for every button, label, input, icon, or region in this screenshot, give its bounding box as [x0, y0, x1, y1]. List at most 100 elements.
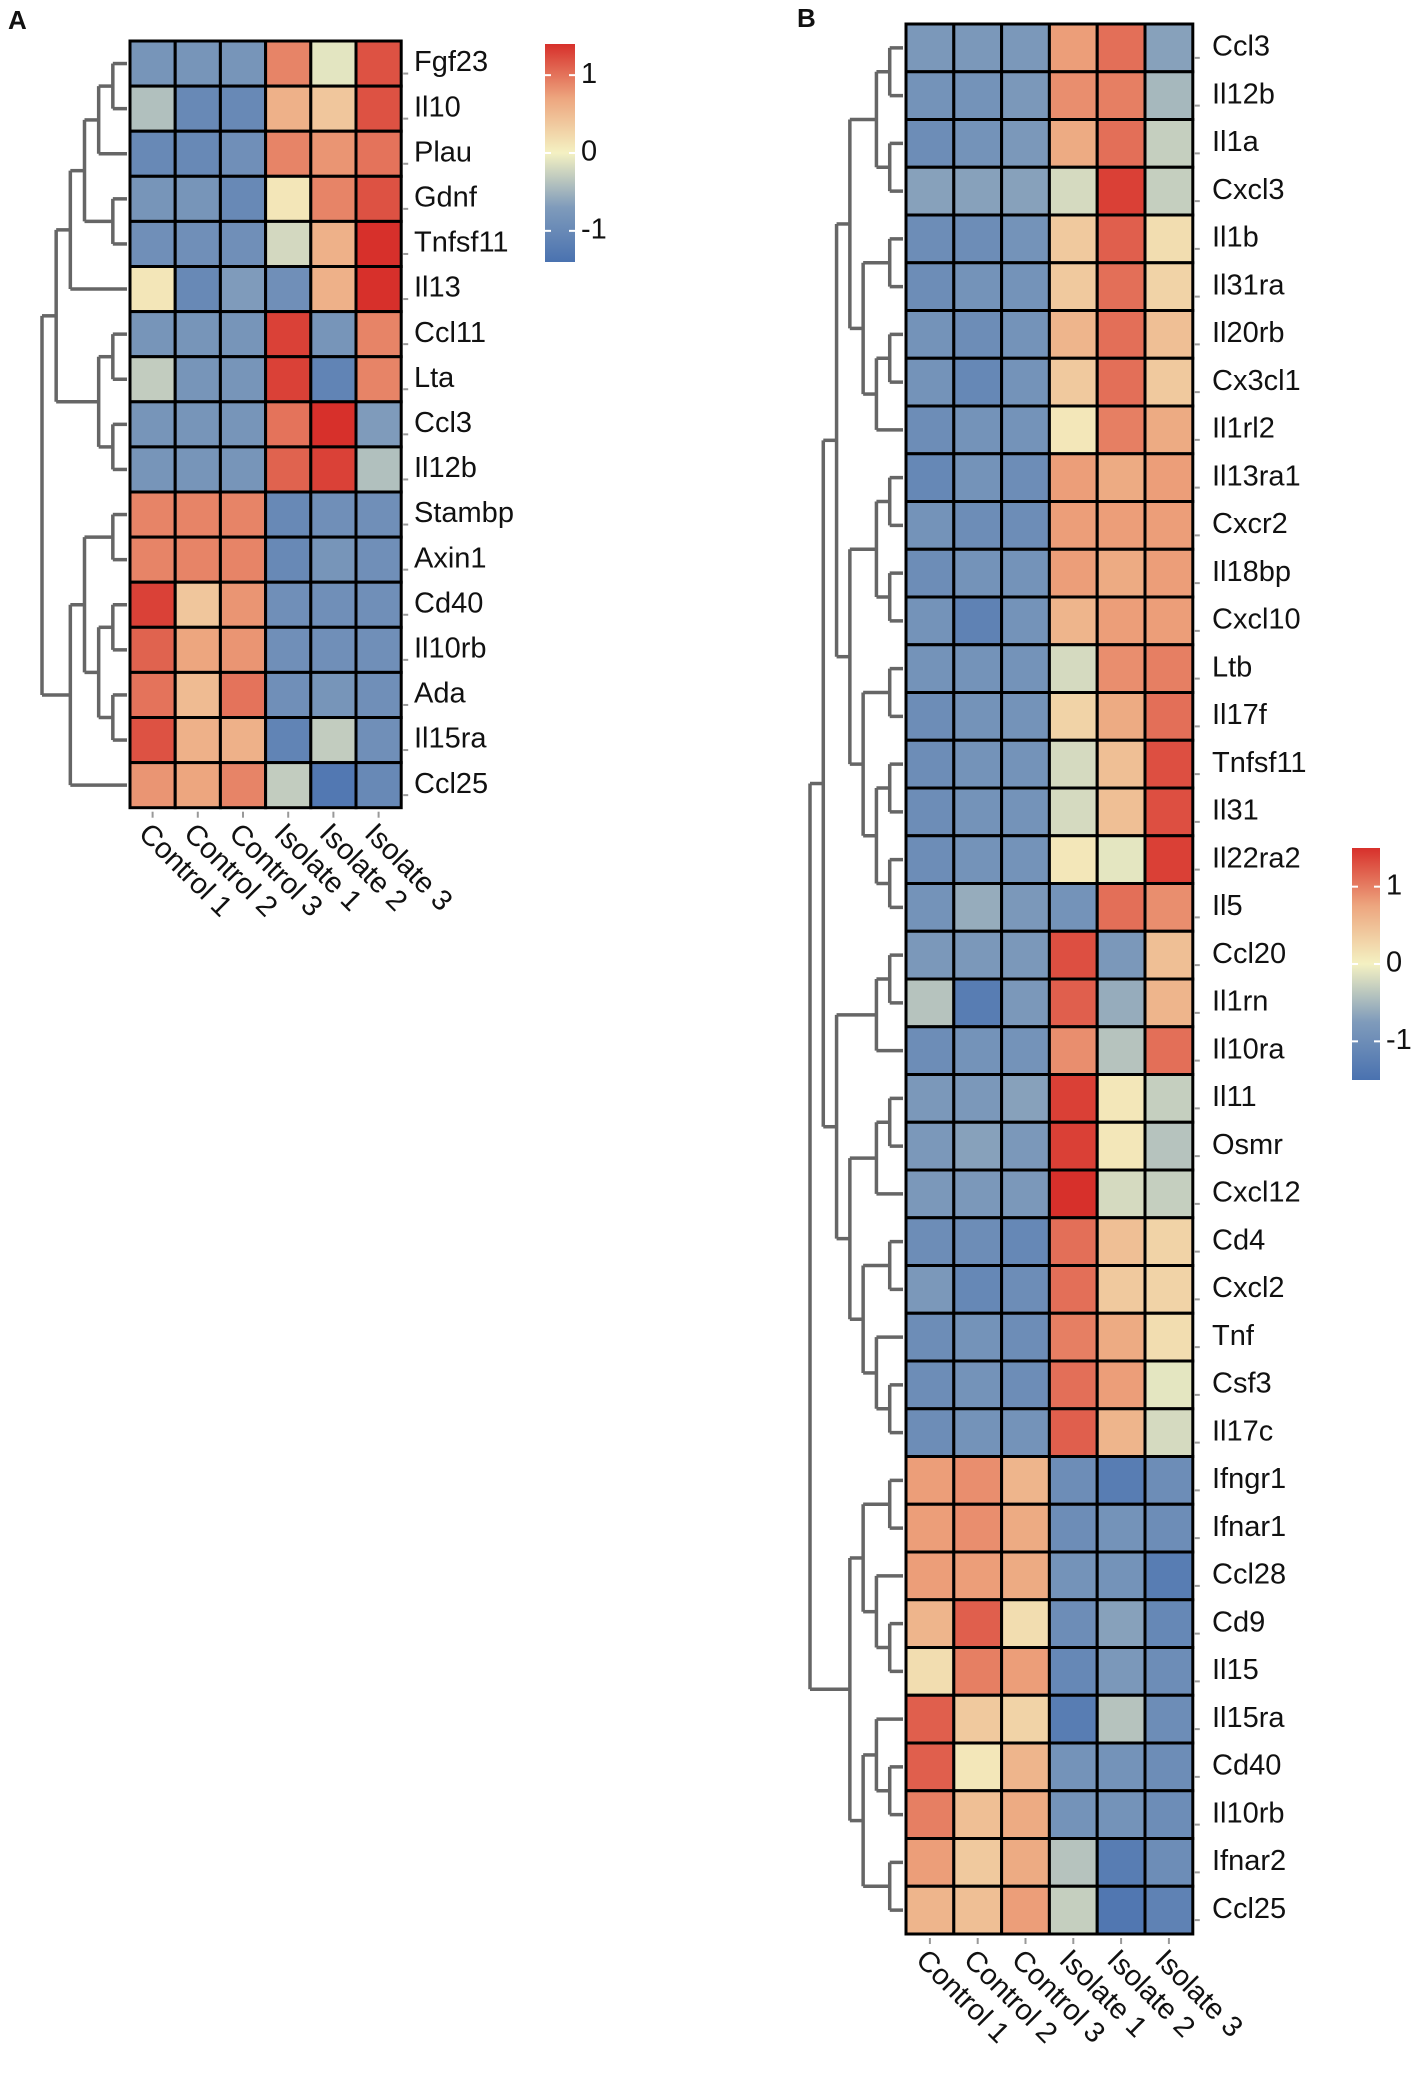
heatmap-cell: [1095, 1455, 1147, 1506]
heatmap-cell: [218, 625, 268, 674]
row-label: Cxcl12: [1212, 1177, 1301, 1209]
heatmap-cell: [354, 129, 403, 178]
heatmap-cell: [1000, 834, 1051, 885]
heatmap-cell: [1047, 1216, 1099, 1267]
row-label: Il10: [414, 91, 461, 123]
row-label: Il31: [1212, 795, 1259, 827]
row-label: Il1rl2: [1212, 413, 1275, 445]
heatmap-cell: [952, 1693, 1004, 1745]
heatmap-cell: [1143, 1646, 1195, 1697]
heatmap-cell: [1095, 1789, 1147, 1840]
heatmap-cell: [1000, 356, 1051, 408]
row-label: Il17c: [1212, 1415, 1273, 1447]
heatmap-cell: [1095, 738, 1147, 790]
row-label: Cxcl3: [1212, 174, 1285, 206]
heatmap-cell: [1095, 1073, 1147, 1124]
row-label: Cd9: [1212, 1606, 1265, 1638]
heatmap-cell: [1047, 452, 1099, 503]
heatmap-cell: [128, 670, 177, 720]
heatmap-cell: [1095, 118, 1147, 169]
heatmap-cell: [1047, 1455, 1099, 1506]
heatmap-cell: [952, 309, 1004, 360]
heatmap-cell: [1047, 691, 1099, 742]
heatmap-cell: [1000, 1693, 1051, 1745]
heatmap-cell: [904, 1407, 956, 1458]
heatmap-cell: [218, 84, 268, 133]
heatmap-cell: [1095, 1550, 1147, 1602]
heatmap-cell: [173, 219, 222, 268]
heatmap-cell: [1095, 500, 1147, 551]
heatmap-cell: [952, 1025, 1004, 1076]
heatmap-cell: [1095, 1407, 1147, 1458]
heatmap-cell: [1143, 452, 1195, 503]
heatmap-cell: [1000, 1311, 1051, 1363]
heatmap-cell: [952, 213, 1004, 265]
heatmap-cell: [1047, 356, 1099, 408]
heatmap-cell: [1047, 1837, 1099, 1888]
heatmap-cell: [1143, 1216, 1195, 1267]
row-label: Il15: [1212, 1654, 1259, 1686]
heatmap-cell: [1000, 547, 1051, 599]
row-label: Ccl3: [1212, 31, 1270, 63]
heatmap-cell: [1095, 70, 1147, 121]
row-label: Il17f: [1212, 699, 1268, 731]
heatmap-cell: [904, 1550, 956, 1602]
heatmap-cell: [309, 39, 358, 88]
heatmap-cell: [1143, 118, 1195, 169]
heatmap-cell: [952, 834, 1004, 885]
row-label: Ccl28: [1212, 1559, 1286, 1591]
heatmap-cell: [173, 355, 222, 404]
heatmap-cell: [264, 716, 313, 765]
heatmap-cell: [952, 786, 1004, 838]
heatmap-cell: [1095, 1168, 1147, 1220]
row-label: Cxcl10: [1212, 604, 1301, 636]
heatmap-cell: [1047, 22, 1099, 74]
heatmap-cell: [173, 535, 222, 584]
heatmap-cell: [1000, 929, 1051, 981]
heatmap-cell: [952, 500, 1004, 551]
heatmap-cell: [1000, 738, 1051, 790]
heatmap-cell: [1143, 1168, 1195, 1220]
heatmap-cell: [1000, 452, 1051, 503]
heatmap-cell: [173, 761, 222, 810]
heatmap-cell: [904, 882, 956, 933]
row-dendrogram: [808, 46, 903, 1912]
heatmap-cell: [309, 84, 358, 133]
colorbar-tick-label: 0: [1386, 947, 1402, 979]
heatmap-cell: [952, 977, 1004, 1029]
heatmap-cell: [264, 174, 313, 223]
heatmap-cell: [952, 1216, 1004, 1267]
heatmap-cell: [952, 1120, 1004, 1172]
heatmap-cell: [1095, 1502, 1147, 1554]
row-label: Cd4: [1212, 1224, 1265, 1256]
heatmap-cell: [1143, 1025, 1195, 1076]
heatmap-cell: [1095, 309, 1147, 360]
heatmap-cell: [354, 670, 403, 720]
heatmap-cell: [1000, 1073, 1051, 1124]
heatmap-cell: [1095, 1120, 1147, 1172]
heatmap-cell: [264, 535, 313, 584]
heatmap-cell: [264, 129, 313, 178]
heatmap-cell: [1095, 1741, 1147, 1793]
heatmap-cell: [1095, 452, 1147, 503]
heatmap-cell: [904, 404, 956, 456]
heatmap-cell: [1000, 1837, 1051, 1888]
heatmap-cell: [218, 39, 268, 88]
heatmap-cell: [354, 625, 403, 674]
heatmap-cell: [952, 1359, 1004, 1411]
heatmap-cell: [218, 761, 268, 810]
heatmap-cell: [1047, 1693, 1099, 1745]
heatmap-cell: [1143, 595, 1195, 647]
row-label: Il20rb: [1212, 317, 1285, 349]
heatmap-cell: [173, 716, 222, 765]
heatmap-cell: [1000, 1264, 1051, 1315]
heatmap-cell: [1047, 1741, 1099, 1793]
heatmap-cell: [218, 670, 268, 720]
heatmap-cell: [173, 400, 222, 449]
heatmap-cell: [904, 1598, 956, 1649]
row-label: Cxcr2: [1212, 508, 1288, 540]
heatmap-cell: [264, 39, 313, 88]
row-label: Tnfsf11: [414, 227, 509, 259]
heatmap-cell: [904, 1120, 956, 1172]
